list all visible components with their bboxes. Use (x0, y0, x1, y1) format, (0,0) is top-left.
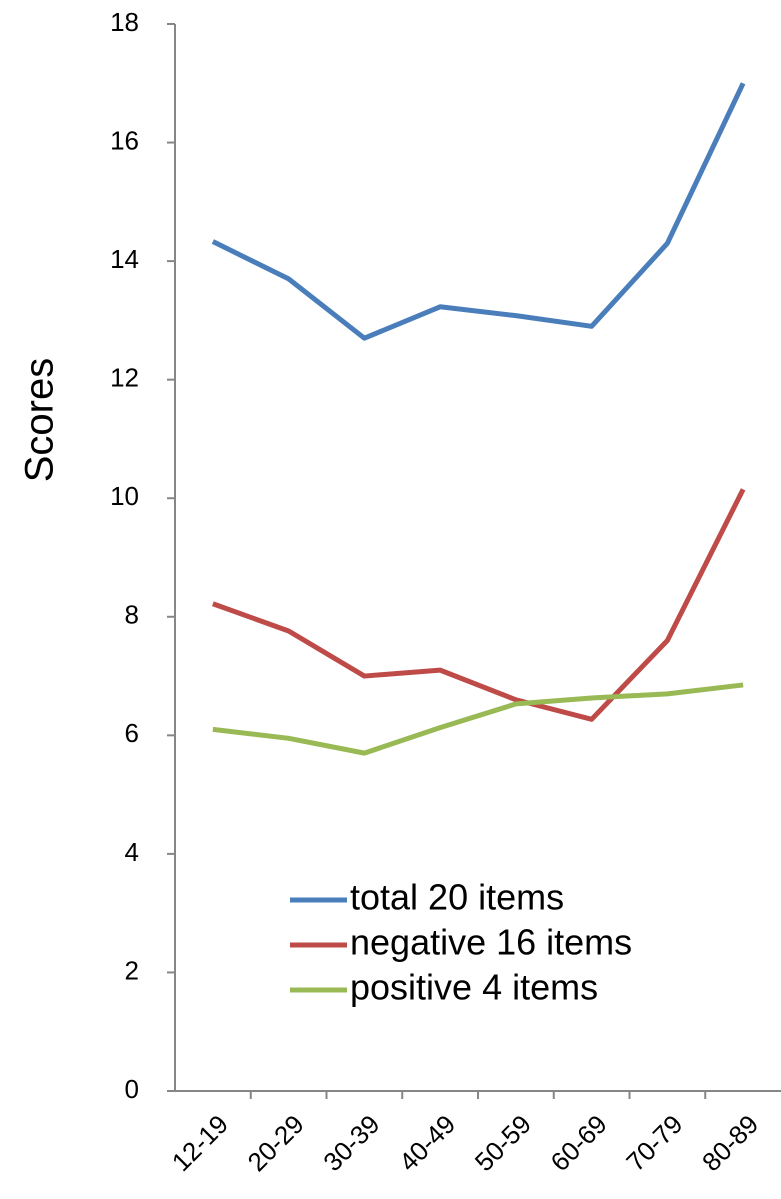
x-tick-label: 12-19 (166, 1109, 234, 1177)
legend-label: negative 16 items (350, 922, 632, 963)
x-tick-label: 30-39 (317, 1109, 385, 1177)
y-tick-label: 4 (125, 837, 139, 867)
y-tick-label: 14 (110, 244, 139, 274)
y-axis-label: Scores (18, 358, 62, 483)
y-tick-label: 10 (110, 481, 139, 511)
legend-label: positive 4 items (350, 967, 598, 1008)
x-tick-label: 80-89 (696, 1109, 764, 1177)
legend-label: total 20 items (350, 877, 564, 918)
y-tick-label: 8 (125, 600, 139, 630)
x-tick-label: 70-79 (620, 1109, 688, 1177)
y-tick-label: 0 (125, 1074, 139, 1104)
x-tick-label: 60-69 (544, 1109, 612, 1177)
line (211, 82, 746, 341)
line (212, 488, 746, 722)
x-tick-label: 50-59 (469, 1109, 537, 1177)
y-tick-label: 12 (110, 363, 139, 393)
y-tick-label: 2 (125, 955, 139, 985)
y-tick-label: 18 (110, 7, 139, 37)
x-tick-label: 20-29 (241, 1109, 309, 1177)
y-tick-label: 6 (125, 718, 139, 748)
y-tick-label: 16 (110, 125, 139, 155)
x-tick-label: 40-49 (393, 1109, 461, 1177)
line (212, 682, 744, 756)
